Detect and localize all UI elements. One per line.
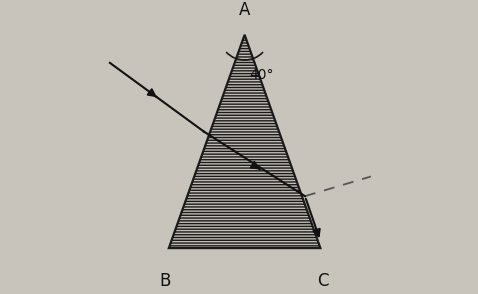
Text: A: A [239,1,250,19]
Polygon shape [169,35,320,248]
Text: C: C [317,272,329,290]
Text: B: B [159,272,170,290]
Text: 40°: 40° [249,69,273,83]
